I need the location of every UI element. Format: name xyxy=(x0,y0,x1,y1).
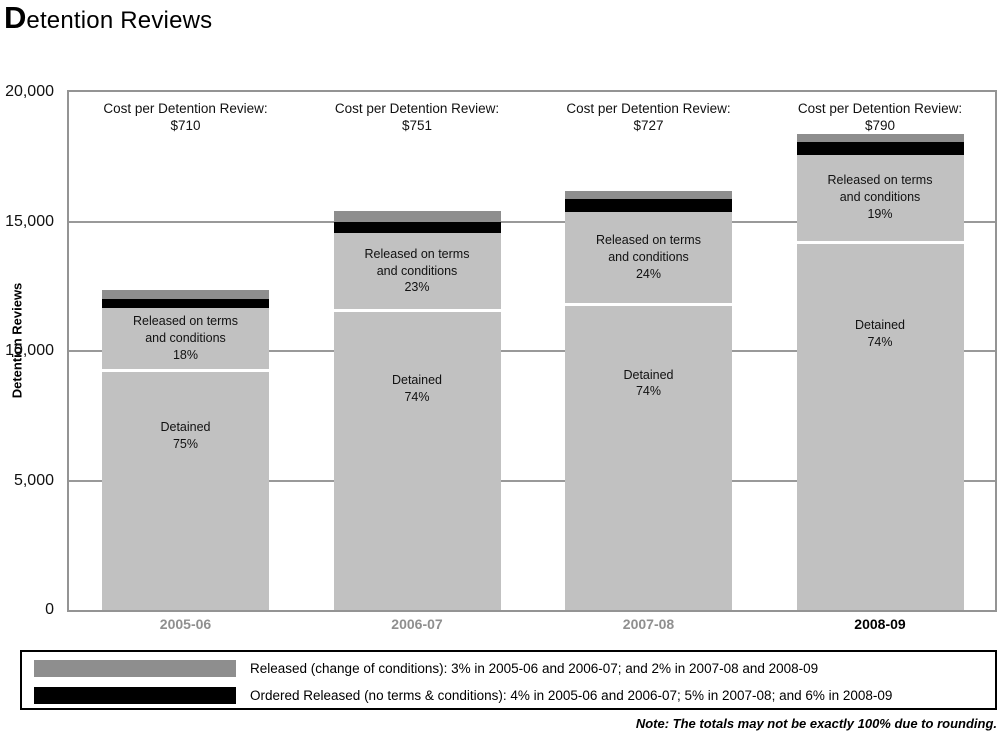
bar-2007-08: Detained 74% Released on terms and conditio… xyxy=(565,191,732,610)
segment-2007-08-detained: Detained 74% xyxy=(565,305,732,610)
segment-separator xyxy=(796,240,964,244)
gridline-5000 xyxy=(69,479,995,482)
page-title: Detention Reviews xyxy=(4,0,212,36)
released-terms-label-2006-07: Released on terms and conditions 23% xyxy=(364,246,470,295)
segment-separator xyxy=(333,309,501,313)
segment-2006-07-released-change-of-conditions- xyxy=(333,210,501,223)
detained-label-2005-06: Detained 75% xyxy=(160,420,211,452)
legend-swatch-released-change xyxy=(34,660,236,677)
segment-2006-07-detained: Detained 74% xyxy=(333,312,501,610)
legend-box: Released (change of conditions): 3% in 2… xyxy=(20,650,997,710)
legend-row-released-change: Released (change of conditions): 3% in 2… xyxy=(22,660,995,678)
detained-label-2006-07: Detained 74% xyxy=(391,372,443,404)
segment-2008-09-ordered-released-no-terms-conditions- xyxy=(796,141,964,156)
y-tick-label-20000: 20,000 xyxy=(5,83,54,100)
legend-swatch-ordered-released xyxy=(34,687,236,704)
segment-2006-07-released-on-terms-and-conditions: Released on terms and conditions 23% xyxy=(333,232,501,310)
footnote: Note: The totals may not be exactly 100%… xyxy=(635,716,997,731)
bar-2008-09: Detained 74% Released on terms and conditio… xyxy=(796,134,964,610)
cost-per-review-2007-08: Cost per Detention Review: $727 xyxy=(566,101,731,133)
segment-2008-09-released-change-of-conditions- xyxy=(796,134,964,142)
page-title-rest: etention Reviews xyxy=(26,7,213,34)
segment-2005-06-ordered-released-no-terms-conditions- xyxy=(102,298,269,308)
cost-per-review-2006-07: Cost per Detention Review: $751 xyxy=(334,101,500,133)
released-terms-label-2008-09: Released on terms and conditions 19% xyxy=(827,173,933,222)
legend-label-released-change: Released (change of conditions): 3% in 2… xyxy=(250,661,819,676)
x-tick-label-2005-06: 2005-06 xyxy=(159,616,212,632)
segment-2008-09-detained: Detained 74% xyxy=(796,243,964,610)
segment-2007-08-ordered-released-no-terms-conditions- xyxy=(565,199,732,213)
segment-2007-08-released-change-of-conditions- xyxy=(565,191,732,200)
segment-2006-07-ordered-released-no-terms-conditions- xyxy=(333,222,501,233)
legend-row-ordered-released: Ordered Released (no terms & conditions)… xyxy=(22,687,995,705)
segment-separator xyxy=(102,368,269,372)
legend-label-ordered-released: Ordered Released (no terms & conditions)… xyxy=(250,688,893,703)
released-terms-label-2007-08: Released on terms and conditions 24% xyxy=(596,233,701,281)
cost-per-review-2005-06: Cost per Detention Review: $710 xyxy=(103,101,268,133)
detained-label-2008-09: Detained 74% xyxy=(854,317,906,349)
detained-label-2007-08: Detained 74% xyxy=(623,367,674,399)
gridline-10000 xyxy=(69,350,995,352)
x-axis-tick-labels: 2005-06 2006-07 2007-08 2008-09 xyxy=(0,616,1000,638)
segment-2008-09-released-on-terms-and-conditions: Released on terms and conditions 19% xyxy=(796,155,964,241)
y-tick-label-15000: 15,000 xyxy=(5,212,54,230)
y-tick-label-0: 0 xyxy=(45,601,54,618)
x-tick-label-2008-09: 2008-09 xyxy=(854,616,906,632)
released-terms-label-2005-06: Released on terms and conditions 18% xyxy=(133,313,238,362)
segment-2005-06-released-change-of-conditions- xyxy=(102,289,269,299)
bar-2006-07: Detained 74% Released on terms and conditio… xyxy=(333,210,501,610)
segment-2005-06-detained: Detained 75% xyxy=(102,371,269,610)
y-axis-tick-labels: 0 5,000 10,000 15,000 20,000 xyxy=(0,83,56,618)
segment-2007-08-released-on-terms-and-conditions: Released on terms and conditions 24% xyxy=(565,212,732,303)
plot-area: Detained 75% Released on terms and conditio… xyxy=(67,90,997,612)
y-tick-label-10000: 10,000 xyxy=(5,342,54,359)
x-tick-label-2006-07: 2006-07 xyxy=(391,616,443,632)
cost-per-review-2008-09: Cost per Detention Review: $790 xyxy=(797,101,963,133)
segment-2005-06-released-on-terms-and-conditions: Released on terms and conditions 18% xyxy=(102,307,269,369)
segment-separator xyxy=(565,302,732,306)
y-tick-label-5000: 5,000 xyxy=(13,471,54,489)
x-tick-label-2007-08: 2007-08 xyxy=(622,616,675,632)
bar-2005-06: Detained 75% Released on terms and conditio… xyxy=(102,289,269,610)
gridline-15000 xyxy=(69,220,995,223)
page-title-initial: D xyxy=(4,0,27,35)
